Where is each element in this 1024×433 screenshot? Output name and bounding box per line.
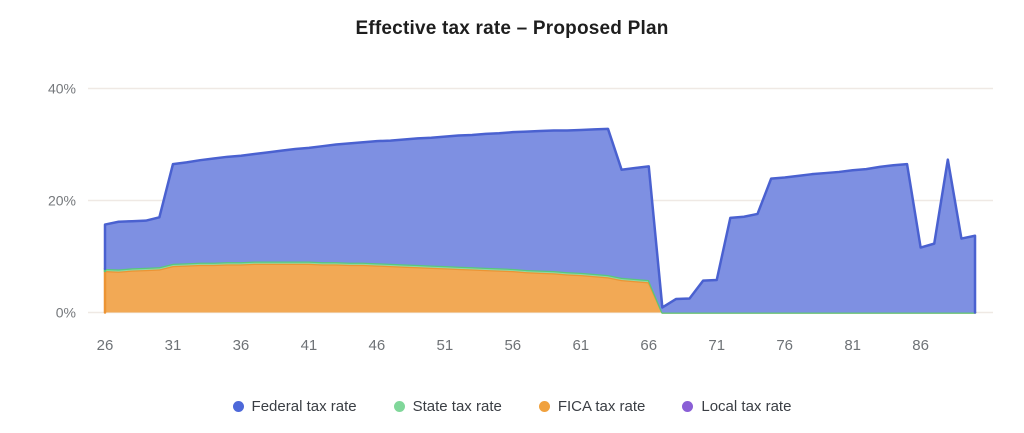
chart-title: Effective tax rate – Proposed Plan <box>355 18 669 39</box>
legend-item-federal-tax-rate[interactable]: Federal tax rate <box>232 398 357 415</box>
legend-label: Federal tax rate <box>251 398 357 415</box>
legend-item-fica-tax-rate[interactable]: FICA tax rate <box>538 398 646 415</box>
x-tick-label: 76 <box>776 337 793 354</box>
legend-item-local-tax-rate[interactable]: Local tax rate <box>682 398 791 415</box>
x-tick-label: 66 <box>640 337 657 354</box>
legend-label: State tax rate <box>412 398 502 415</box>
x-tick-label: 26 <box>97 337 114 354</box>
y-tick-label: 40% <box>48 81 76 97</box>
legend-label: Local tax rate <box>701 398 792 415</box>
legend-dot-icon <box>538 401 550 412</box>
area-fica-tax-rate <box>105 263 976 313</box>
x-tick-label: 56 <box>504 337 521 354</box>
area-federal-tax-rate <box>105 128 976 313</box>
x-tick-label: 46 <box>369 337 386 354</box>
x-tick-label: 41 <box>301 337 318 354</box>
x-tick-label: 31 <box>165 337 182 354</box>
legend-item-state-tax-rate[interactable]: State tax rate <box>393 398 502 415</box>
x-tick-label: 71 <box>708 337 725 354</box>
legend-label: FICA tax rate <box>557 398 646 415</box>
line-federal-tax-rate <box>103 127 977 314</box>
legend-dot-icon <box>682 401 694 412</box>
y-tick-label: 0% <box>56 305 76 321</box>
x-tick-label: 51 <box>437 337 454 354</box>
x-tick-label: 86 <box>912 337 929 354</box>
x-tick-label: 61 <box>572 337 589 354</box>
legend-dot-icon <box>393 401 405 412</box>
legend-dot-icon <box>232 401 244 412</box>
legend: Federal tax rate State tax rate FICA tax r… <box>0 398 1024 415</box>
x-tick-label: 36 <box>233 337 250 354</box>
y-tick-label: 20% <box>48 193 76 209</box>
x-tick-label: 81 <box>844 337 861 354</box>
